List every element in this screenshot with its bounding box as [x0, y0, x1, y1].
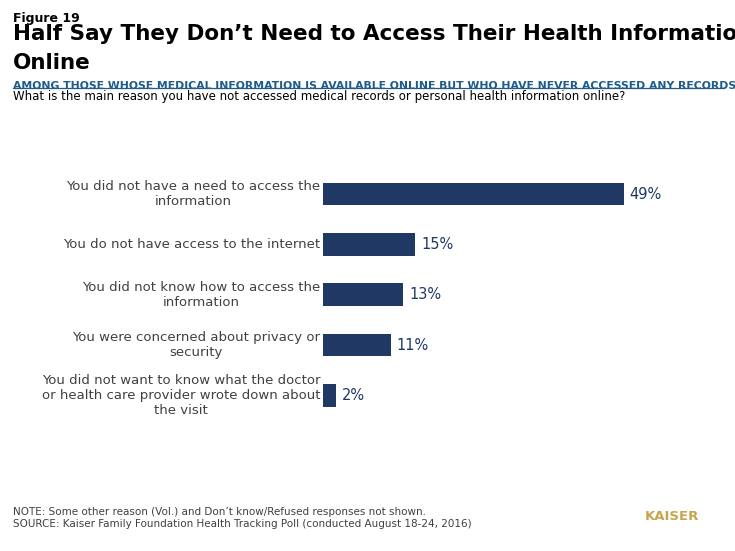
- Text: THE HENRY J.: THE HENRY J.: [652, 501, 692, 506]
- Text: 13%: 13%: [409, 287, 441, 302]
- Text: SOURCE: Kaiser Family Foundation Health Tracking Poll (conducted August 18-24, 2: SOURCE: Kaiser Family Foundation Health …: [13, 519, 472, 529]
- Text: You do not have access to the internet: You do not have access to the internet: [63, 238, 320, 251]
- Text: FOUNDATION: FOUNDATION: [652, 538, 692, 543]
- Text: You did not want to know what the doctor
or health care provider wrote down abou: You did not want to know what the doctor…: [42, 374, 320, 417]
- Text: Online: Online: [13, 53, 91, 73]
- Text: Figure 19: Figure 19: [13, 12, 80, 25]
- Bar: [323, 233, 415, 256]
- Text: NOTE: Some other reason (Vol.) and Don’t know/Refused responses not shown.: NOTE: Some other reason (Vol.) and Don’t…: [13, 507, 426, 517]
- Bar: [323, 384, 336, 407]
- Text: You did not have a need to access the
information: You did not have a need to access the in…: [66, 180, 320, 208]
- Bar: [323, 283, 403, 306]
- Bar: [323, 334, 391, 356]
- Text: You were concerned about privacy or
security: You were concerned about privacy or secu…: [72, 331, 320, 359]
- Text: Half Say They Don’t Need to Access Their Health Information: Half Say They Don’t Need to Access Their…: [13, 24, 735, 44]
- Text: AMONG THOSE WHOSE MEDICAL INFORMATION IS AVAILABLE ONLINE BUT WHO HAVE NEVER ACC: AMONG THOSE WHOSE MEDICAL INFORMATION IS…: [13, 81, 735, 91]
- Text: You did not know how to access the
information: You did not know how to access the infor…: [82, 281, 320, 309]
- Text: What is the main reason you have not accessed medical records or personal health: What is the main reason you have not acc…: [13, 90, 625, 104]
- Text: 49%: 49%: [630, 187, 662, 202]
- Bar: [323, 183, 623, 206]
- Text: 15%: 15%: [421, 237, 453, 252]
- Text: 11%: 11%: [397, 338, 429, 353]
- Text: FAMILY: FAMILY: [646, 522, 698, 535]
- Text: KAISER: KAISER: [645, 510, 699, 523]
- Text: 2%: 2%: [342, 388, 365, 403]
